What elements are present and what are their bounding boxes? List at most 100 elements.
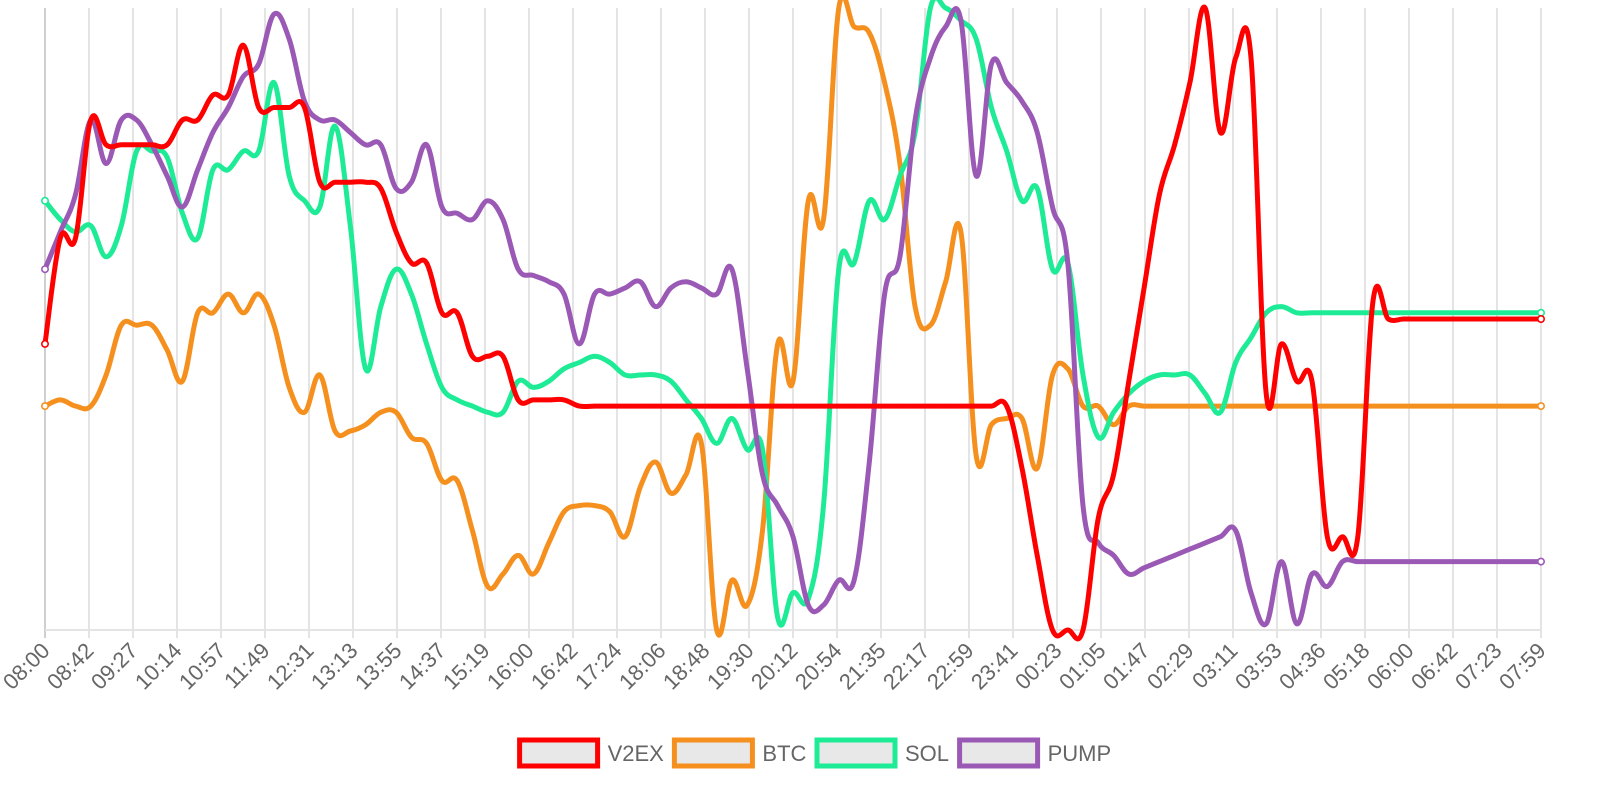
legend[interactable]: V2EX BTC SOL PUMP xyxy=(517,737,1112,769)
data-point xyxy=(485,198,490,203)
data-point xyxy=(729,267,735,272)
data-point xyxy=(210,130,216,135)
data-point xyxy=(1493,310,1498,315)
data-point xyxy=(1477,316,1483,322)
data-point xyxy=(393,186,399,191)
data-point xyxy=(1019,466,1025,471)
data-point xyxy=(653,459,658,465)
data-point xyxy=(363,422,368,427)
legend-item-btc[interactable]: BTC xyxy=(671,737,807,769)
data-point xyxy=(577,360,582,365)
x-tick-label: 08:00 xyxy=(0,638,55,695)
data-point xyxy=(592,403,597,409)
data-point xyxy=(287,385,292,390)
data-point xyxy=(1141,403,1147,409)
x-tick-label: 13:13 xyxy=(306,638,363,695)
x-tick-label: 22:59 xyxy=(922,638,979,695)
data-point xyxy=(683,279,689,284)
data-point xyxy=(1447,310,1452,315)
data-point xyxy=(1355,403,1361,409)
data-point xyxy=(653,372,658,378)
data-point xyxy=(164,155,170,160)
data-point xyxy=(912,304,918,309)
data-point xyxy=(622,285,628,291)
data-point xyxy=(103,372,109,378)
data-point xyxy=(745,447,750,452)
data-point xyxy=(470,217,475,222)
data-point xyxy=(1523,559,1528,564)
data-point xyxy=(241,43,246,48)
data-point xyxy=(1325,403,1330,409)
legend-item-sol[interactable]: SOL xyxy=(814,737,949,769)
data-point xyxy=(1447,316,1452,322)
x-tick-label: 08:42 xyxy=(42,638,99,695)
data-point xyxy=(989,61,994,67)
data-point xyxy=(1203,403,1208,409)
data-point xyxy=(1523,403,1528,409)
data-point xyxy=(1447,403,1452,409)
data-point xyxy=(348,180,353,185)
x-tick-label: 16:00 xyxy=(482,638,539,695)
data-point xyxy=(103,142,109,147)
data-point xyxy=(271,323,277,328)
data-point xyxy=(195,167,200,172)
data-point xyxy=(226,105,231,110)
data-point xyxy=(1141,379,1147,384)
data-point xyxy=(1172,142,1177,147)
legend-item-v2ex[interactable]: V2EX xyxy=(517,737,665,769)
data-point xyxy=(1279,559,1284,564)
data-point xyxy=(1172,553,1177,558)
data-point xyxy=(1294,621,1300,626)
legend-item-pump[interactable]: PUMP xyxy=(957,737,1112,769)
data-point xyxy=(1157,192,1162,197)
data-point xyxy=(668,285,674,291)
data-point xyxy=(974,173,979,179)
data-point xyxy=(1462,316,1467,322)
data-point xyxy=(867,30,872,36)
data-point xyxy=(409,180,414,185)
data-point xyxy=(256,61,261,67)
data-point xyxy=(1401,559,1406,564)
data-point xyxy=(256,105,261,110)
data-point xyxy=(714,291,719,297)
data-point xyxy=(912,117,918,123)
data-point xyxy=(668,379,674,384)
data-point xyxy=(1416,316,1422,322)
data-point xyxy=(439,310,445,315)
data-point xyxy=(1080,403,1086,409)
data-point xyxy=(302,105,307,110)
x-tick-label: 20:12 xyxy=(746,638,803,695)
data-point xyxy=(195,310,200,315)
data-point xyxy=(378,142,383,147)
data-point xyxy=(134,142,139,147)
data-point xyxy=(729,416,735,421)
data-point xyxy=(88,403,94,409)
x-tick-label: 03:11 xyxy=(1187,638,1242,693)
data-point xyxy=(1157,403,1162,409)
x-tick-label: 12:31 xyxy=(262,638,319,695)
legend-label: BTC xyxy=(762,741,806,766)
x-tick-label: 03:53 xyxy=(1230,638,1287,695)
series-sol xyxy=(40,0,1546,628)
data-point xyxy=(561,397,567,403)
data-point xyxy=(622,372,628,378)
data-point xyxy=(1218,130,1223,135)
x-tick-label: 02:29 xyxy=(1142,638,1199,695)
data-point xyxy=(974,36,979,42)
data-point xyxy=(393,229,399,235)
data-point xyxy=(577,341,582,347)
data-point xyxy=(256,291,261,297)
data-point xyxy=(393,410,399,415)
data-point xyxy=(409,291,414,297)
data-point xyxy=(180,117,185,123)
x-axis-ticks: 08:0008:4209:2710:1410:5711:4912:3113:13… xyxy=(0,638,1551,695)
data-point xyxy=(928,55,933,60)
data-point xyxy=(1233,360,1238,365)
data-point xyxy=(1019,198,1025,203)
data-point xyxy=(317,117,322,123)
data-point xyxy=(1431,310,1437,315)
data-point xyxy=(775,615,780,620)
data-point xyxy=(1126,571,1132,577)
data-point xyxy=(806,198,811,203)
